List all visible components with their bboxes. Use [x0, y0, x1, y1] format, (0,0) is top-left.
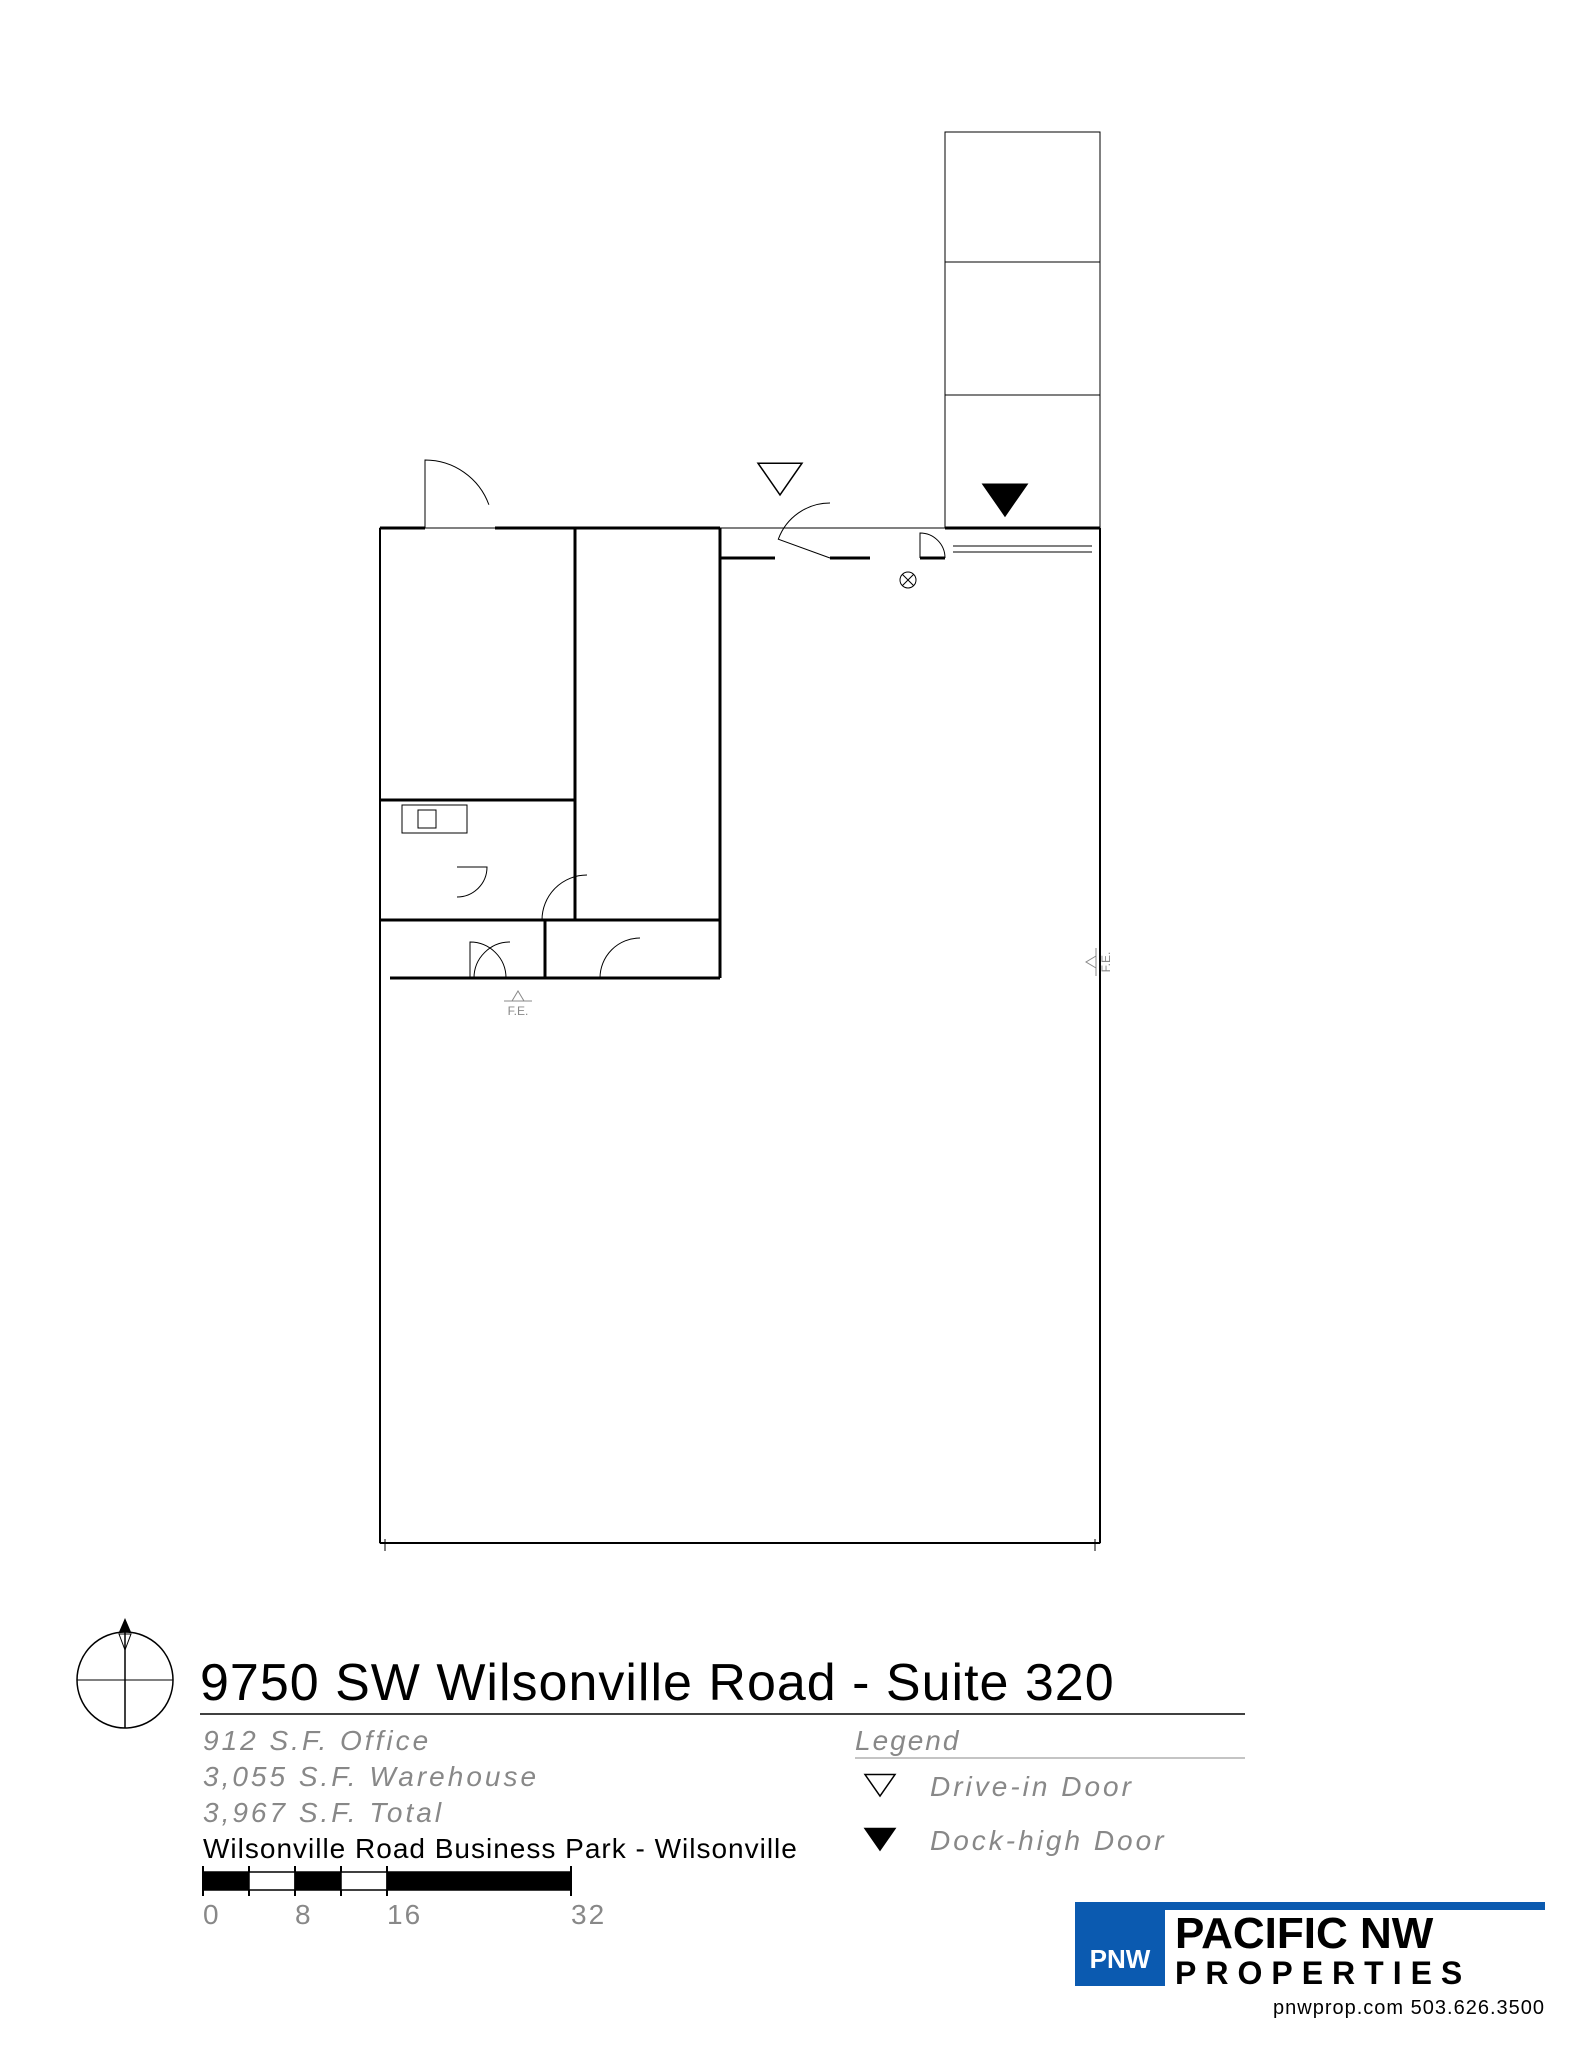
title-block: 9750 SW Wilsonville Road - Suite 320 912…: [77, 1618, 1245, 1930]
sf-warehouse: 3,055 S.F. Warehouse: [203, 1761, 539, 1792]
svg-text:8: 8: [295, 1899, 313, 1930]
logo: PNW PACIFIC NW PROPERTIES pnwprop.com 50…: [1075, 1902, 1545, 2019]
svg-text:32: 32: [571, 1899, 606, 1930]
legend-item: Dock-high Door: [865, 1825, 1167, 1856]
park-name: Wilsonville Road Business Park - Wilsonv…: [203, 1833, 798, 1864]
logo-line1: PACIFIC NW: [1175, 1909, 1434, 1958]
legend: Legend Drive-in Door Dock-high Door: [855, 1725, 1245, 1856]
north-icon: [77, 1618, 173, 1728]
logo-box-text: PNW: [1090, 1944, 1151, 1974]
svg-text:F.E.: F.E.: [508, 1004, 529, 1018]
sf-total: 3,967 S.F. Total: [203, 1797, 444, 1828]
scale-bar: 0 8 16 32: [203, 1866, 606, 1930]
logo-line2: PROPERTIES: [1175, 1955, 1471, 1991]
page-title: 9750 SW Wilsonville Road - Suite 320: [200, 1654, 1115, 1712]
dock-high-icon: [865, 1829, 895, 1851]
logo-url: pnwprop.com 503.626.3500: [1273, 1997, 1545, 2019]
svg-text:0: 0: [203, 1899, 221, 1930]
legend-item: Drive-in Door: [865, 1771, 1134, 1802]
legend-header: Legend: [855, 1725, 960, 1756]
legend-item-label: Dock-high Door: [930, 1825, 1167, 1856]
sf-office: 912 S.F. Office: [203, 1725, 431, 1756]
floorplan: F.E. F.E.: [380, 132, 1113, 1551]
svg-text:F.E.: F.E.: [1099, 952, 1113, 973]
canvas: F.E. F.E. 9750 SW Wilsonville Road - Suit…: [0, 0, 1583, 2048]
page: F.E. F.E. 9750 SW Wilsonville Road - Suit…: [0, 0, 1583, 2048]
drive-in-icon: [865, 1775, 895, 1797]
legend-item-label: Drive-in Door: [930, 1771, 1134, 1802]
svg-text:16: 16: [387, 1899, 422, 1930]
